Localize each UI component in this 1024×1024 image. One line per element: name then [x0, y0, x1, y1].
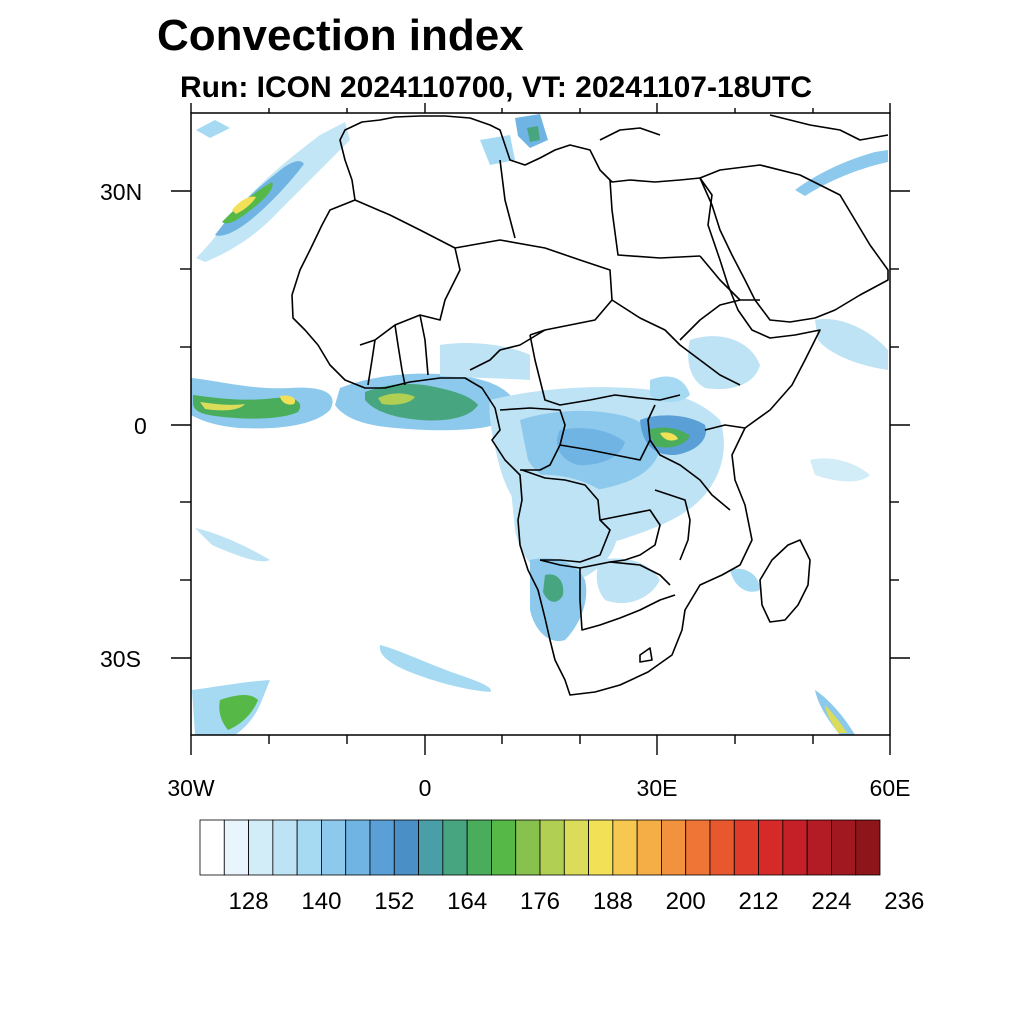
plot-frame [190, 112, 891, 736]
colorbar-label: 212 [738, 888, 779, 915]
colorbar-swatch [248, 819, 274, 876]
colorbar-swatch [296, 819, 322, 876]
colorbar-swatch [563, 819, 589, 876]
colorbar-swatch [223, 819, 249, 876]
map-subtitle: Run: ICON 2024110700, VT: 20241107-18UTC [180, 71, 813, 104]
colorbar-label: 200 [665, 888, 706, 915]
colorbar-swatch [588, 819, 614, 876]
colorbar-swatch [345, 819, 371, 876]
coastline-borders [291, 114, 889, 696]
colorbar-label: 140 [301, 888, 342, 915]
colorbar-swatch [733, 819, 759, 876]
colorbar-label: 176 [519, 888, 561, 915]
colorbar-swatch [369, 819, 395, 876]
lon-label-30e: 30E [636, 775, 678, 801]
colorbar-swatch [418, 819, 444, 876]
colorbar-swatch [442, 819, 468, 876]
colorbar-swatch [758, 819, 784, 876]
colorbar-swatch [855, 819, 881, 876]
map-title: Convection index [157, 11, 524, 60]
colorbar-swatch [782, 819, 808, 876]
convection-field [191, 114, 888, 735]
colorbar-swatch [831, 819, 857, 876]
lon-label-30w: 30W [167, 775, 215, 801]
colorbar-label: 236 [884, 888, 925, 915]
colorbar-swatch [661, 819, 687, 876]
colorbar-swatch [466, 819, 492, 876]
colorbar-label: 128 [228, 888, 269, 915]
colorbar-swatch [393, 819, 419, 876]
colorbar [199, 819, 881, 876]
colorbar-swatch [685, 819, 711, 876]
colorbar-swatch [199, 819, 225, 876]
colorbar-label: 224 [811, 888, 852, 915]
lon-label-0: 0 [418, 775, 432, 801]
lon-label-60e: 60E [869, 775, 911, 801]
colorbar-label: 152 [374, 888, 415, 915]
colorbar-label: 188 [592, 888, 633, 915]
colorbar-swatch [709, 819, 735, 876]
colorbar-swatch [321, 819, 347, 876]
colorbar-swatch [491, 819, 517, 876]
colorbar-swatch [806, 819, 832, 876]
colorbar-swatch [539, 819, 565, 876]
colorbar-label: 164 [447, 888, 488, 915]
lat-label-30n: 30N [100, 179, 143, 205]
colorbar-swatch [515, 819, 541, 876]
lat-label-30s: 30S [100, 646, 141, 672]
colorbar-swatch [636, 819, 662, 876]
colorbar-swatch [612, 819, 638, 876]
axis-ticks [171, 103, 910, 755]
colorbar-swatch [272, 819, 298, 876]
lat-label-0: 0 [134, 413, 147, 439]
